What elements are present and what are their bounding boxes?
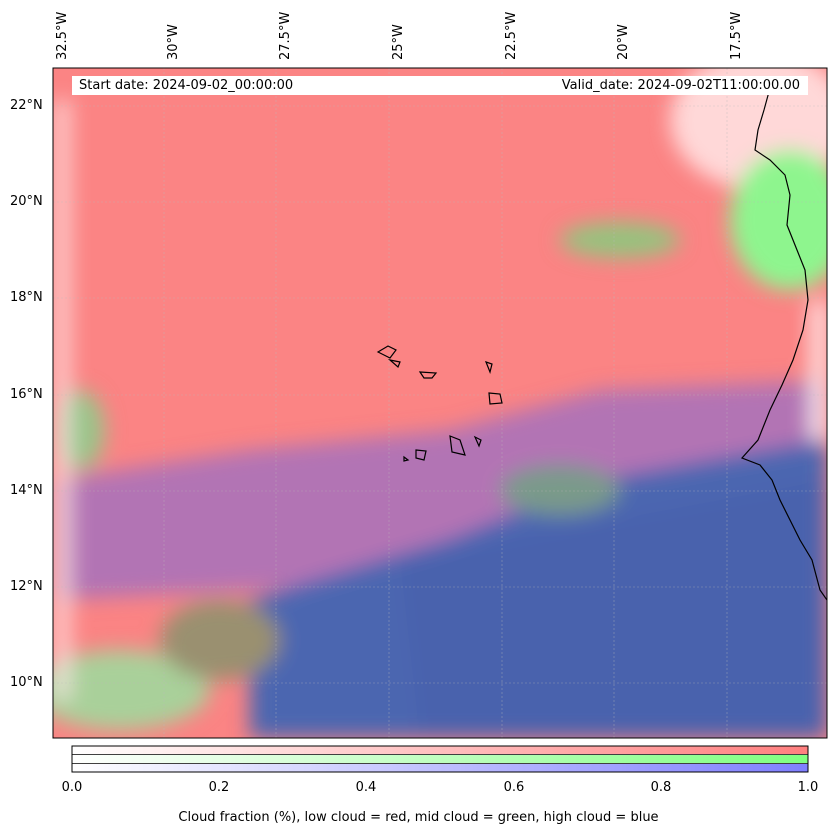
colorbar-tick: 0.8 bbox=[650, 780, 672, 795]
colorbar-high bbox=[72, 764, 808, 772]
cloud-field bbox=[53, 68, 827, 738]
colorbar-label: Cloud fraction (%), low cloud = red, mid… bbox=[178, 810, 659, 825]
valid-date: Valid_date: 2024-09-02T11:00:00.00 bbox=[561, 78, 800, 93]
islands bbox=[376, 345, 503, 462]
lon-label-25W: 25°W bbox=[391, 24, 406, 60]
colorbar-tick: 1.0 bbox=[797, 780, 819, 795]
lon-label-27.5W: 27.5°W bbox=[278, 11, 293, 60]
colorbar bbox=[71, 745, 809, 773]
colorbar-low bbox=[72, 746, 808, 754]
lat-label-12N: 12°N bbox=[10, 579, 43, 594]
lat-label-20N: 20°N bbox=[10, 194, 43, 209]
lat-label-16N: 16°N bbox=[10, 387, 43, 402]
lon-label-30W: 30°W bbox=[166, 24, 181, 60]
lat-label-22N: 22°N bbox=[10, 98, 43, 113]
colorbar-tick: 0.4 bbox=[355, 780, 377, 795]
lat-label-18N: 18°N bbox=[10, 290, 43, 305]
colorbar-tick: 0.6 bbox=[503, 780, 525, 795]
lon-label-32.5W: 32.5°W bbox=[55, 11, 70, 60]
lat-label-14N: 14°N bbox=[10, 483, 43, 498]
lon-label-22.5W: 22.5°W bbox=[504, 11, 519, 60]
map-frame bbox=[52, 67, 828, 739]
lon-label-20W: 20°W bbox=[616, 24, 631, 60]
colorbar-tick: 0.2 bbox=[208, 780, 230, 795]
date-bar: Start date: 2024-09-02_00:00:00 Valid_da… bbox=[72, 76, 808, 95]
coastline-africa bbox=[740, 87, 827, 601]
lon-label-17.5W: 17.5°W bbox=[729, 11, 744, 60]
start-date: Start date: 2024-09-02_00:00:00 bbox=[79, 78, 294, 93]
lat-label-10N: 10°N bbox=[10, 675, 43, 690]
colorbar-tick: 0.0 bbox=[61, 780, 83, 795]
colorbar-mid bbox=[72, 755, 808, 763]
